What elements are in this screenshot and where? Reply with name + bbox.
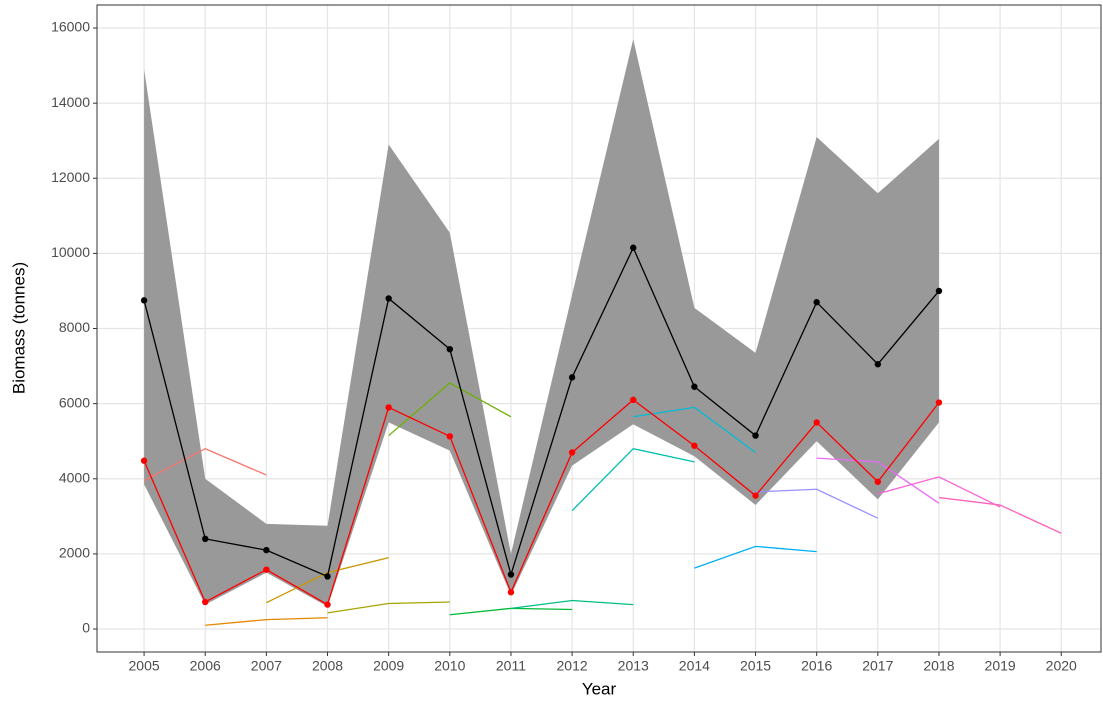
data-point: [691, 442, 698, 449]
data-point: [752, 432, 759, 439]
plot-border: [96, 4, 1102, 653]
x-tick-label: 2013: [618, 658, 649, 674]
series-line: [694, 545, 817, 569]
y-tick-label: 8000: [59, 319, 90, 335]
series-line: [755, 488, 879, 519]
data-point: [263, 566, 270, 573]
y-tick-label: 0: [82, 620, 90, 636]
x-tick-label: 2010: [434, 658, 465, 674]
series-line: [510, 599, 634, 609]
series-line: [143, 399, 940, 606]
data-point: [263, 546, 270, 554]
y-tick-label: 10000: [51, 244, 90, 260]
series-line: [266, 557, 389, 604]
data-point: [324, 573, 331, 580]
x-tick-label: 2014: [679, 658, 710, 674]
data-point: [630, 244, 637, 251]
data-point: [630, 396, 637, 404]
data-point: [446, 345, 454, 353]
data-point: [874, 361, 882, 368]
x-tick-label: 2005: [129, 658, 160, 674]
data-point: [385, 295, 392, 302]
y-tick-label: 4000: [59, 469, 90, 485]
confidence-band: [144, 39, 939, 607]
series-line: [388, 382, 512, 437]
x-tick-label: 2012: [557, 658, 588, 674]
x-axis-title: Year: [582, 679, 617, 698]
x-tick-label: 2015: [740, 658, 771, 674]
x-tick-label: 2019: [985, 658, 1016, 674]
series-line: [816, 457, 940, 504]
data-point: [324, 601, 331, 608]
data-point: [385, 404, 392, 411]
x-tick-label: 2009: [373, 658, 404, 674]
data-point: [752, 492, 759, 499]
x-tick-label: 2008: [312, 658, 343, 674]
data-point: [935, 399, 943, 406]
data-point: [568, 449, 576, 456]
x-tick-label: 2017: [862, 658, 893, 674]
series-line: [205, 617, 328, 626]
series-line: [938, 496, 1062, 534]
data-point: [874, 478, 882, 485]
y-tick-label: 14000: [51, 94, 90, 110]
x-tick-label: 2011: [496, 658, 526, 674]
series-line: [571, 448, 695, 512]
data-point: [507, 571, 515, 578]
series-line: [327, 601, 450, 614]
y-tick-label: 16000: [51, 19, 90, 35]
data-point: [813, 419, 820, 426]
data-point: [935, 287, 943, 295]
x-tick-label: 2018: [923, 658, 954, 674]
data-point: [446, 433, 454, 440]
series-line: [633, 406, 756, 453]
x-tick-label: 2006: [190, 658, 221, 674]
x-tick-label: 2016: [801, 658, 832, 674]
data-point: [507, 589, 515, 596]
data-point: [691, 383, 698, 390]
y-tick-label: 6000: [59, 394, 90, 410]
series-line: [143, 447, 267, 482]
y-tick-label: 2000: [59, 545, 90, 561]
series-line: [877, 476, 1001, 508]
y-tick-label: 12000: [51, 169, 90, 185]
data-point: [140, 297, 148, 304]
data-point: [202, 535, 209, 543]
data-point: [140, 457, 148, 464]
x-tick-label: 2020: [1046, 658, 1077, 674]
y-axis-title: Biomass (tonnes): [9, 262, 28, 394]
x-tick-label: 2007: [251, 658, 282, 674]
data-point: [813, 299, 820, 306]
data-point: [568, 374, 576, 381]
data-point: [202, 598, 209, 606]
series-line: [143, 246, 940, 578]
series-line: [449, 607, 573, 616]
